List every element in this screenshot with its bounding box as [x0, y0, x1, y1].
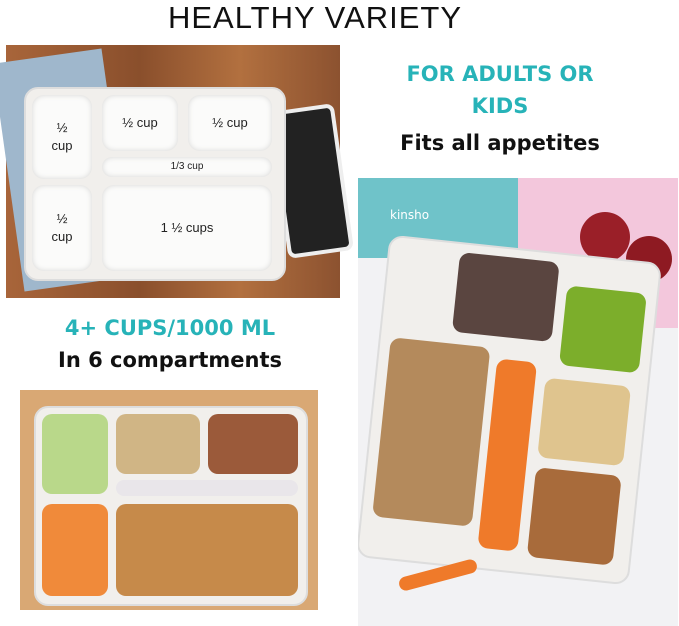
tray-label: 1 ½ cups — [102, 185, 272, 271]
brand-logo: kinsho — [390, 208, 430, 222]
tray-label: 1/3 cup — [102, 157, 272, 177]
tray-label: ½ cup — [188, 95, 272, 151]
tray-label: ½ cup — [32, 95, 92, 179]
tray-label: ½ cup — [32, 185, 92, 271]
bento-photo — [20, 390, 318, 610]
adults-kids-heading: FOR ADULTS OR — [406, 62, 594, 86]
appetites-text: Fits all appetites — [400, 131, 600, 155]
adults-kids-heading-2: KIDS — [471, 94, 529, 118]
capacity-heading: 4+ CUPS/1000 ML — [64, 316, 276, 340]
tray-capacity-photo: ½ cup ½ cup ½ cup 1/3 cup ½ cup 1 ½ cups — [0, 45, 354, 298]
tray-label: ½ cup — [102, 95, 178, 151]
page-title: HEALTHY VARIETY — [167, 0, 463, 35]
compartments-text: In 6 compartments — [58, 348, 282, 372]
kids-lunch-photo: kinsho — [358, 178, 678, 626]
